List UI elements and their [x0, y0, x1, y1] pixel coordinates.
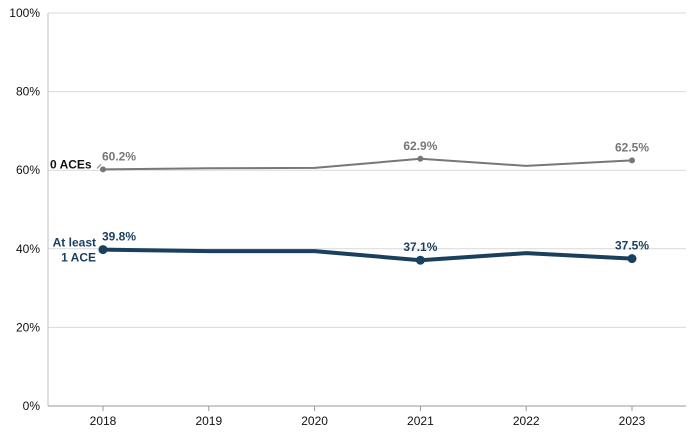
y-tick-label: 40%	[16, 242, 40, 256]
data-label: 60.2%	[102, 149, 136, 163]
series-name-label: 1 ACE	[61, 251, 96, 265]
y-tick-label: 20%	[16, 320, 40, 334]
series-name-leader	[96, 164, 102, 169]
y-tick-label: 80%	[16, 85, 40, 99]
data-label: 37.1%	[403, 240, 437, 254]
data-point	[629, 157, 635, 164]
series	[98, 155, 637, 265]
axes: 0% 20% 40% 60% 80% 100% 2018 2019 2020 2021 2022 20…	[9, 6, 686, 428]
y-tick-label: 0%	[23, 399, 41, 413]
data-label: 37.5%	[615, 239, 649, 253]
x-tick-label: 2022	[513, 414, 540, 428]
y-tick-label: 60%	[16, 163, 40, 177]
x-tick-label: 2019	[195, 414, 222, 428]
series-name-label: 0 ACEs	[50, 157, 92, 171]
data-label: 62.5%	[615, 140, 649, 154]
data-point	[100, 166, 106, 173]
data-point	[417, 155, 424, 162]
data-label: 39.8%	[102, 230, 136, 244]
data-point	[98, 245, 108, 255]
y-tick-label: 100%	[9, 6, 40, 20]
x-tick-label: 2023	[619, 414, 646, 428]
x-tick-label: 2021	[407, 414, 434, 428]
series-name-label: At least	[53, 236, 96, 250]
x-tick-label: 2018	[90, 414, 117, 428]
labels: 60.2% 62.9% 62.5% 39.8% 37.1% 37.5% 0 ACEs At l…	[50, 139, 649, 265]
data-point	[415, 255, 425, 265]
data-point	[627, 254, 637, 264]
series-line	[102, 157, 633, 171]
gridlines	[48, 12, 686, 328]
x-tick-label: 2020	[301, 414, 328, 428]
series-line	[101, 247, 634, 263]
data-label: 62.9%	[403, 139, 437, 153]
